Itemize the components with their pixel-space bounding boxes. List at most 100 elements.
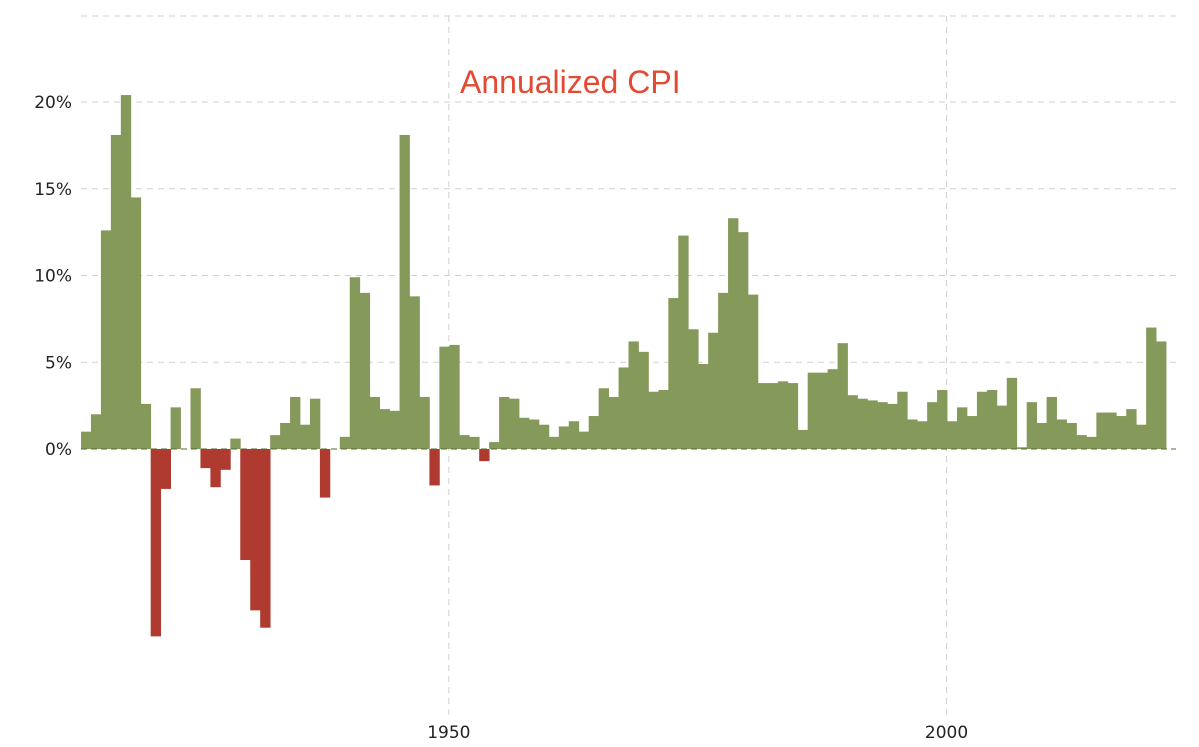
bar-positive	[777, 381, 789, 449]
bars	[81, 95, 1167, 637]
bar-negative	[150, 449, 162, 637]
bar-positive	[100, 230, 112, 449]
bar-positive	[81, 431, 92, 449]
bar-positive	[419, 396, 430, 449]
bar-positive	[608, 396, 619, 449]
bar-positive	[1156, 341, 1167, 449]
bar-positive	[837, 343, 848, 449]
bar-positive	[558, 426, 570, 449]
bar-positive	[787, 383, 799, 449]
bar-positive	[130, 197, 142, 449]
bar-positive	[638, 351, 649, 449]
bar-positive	[887, 403, 898, 449]
bar-positive	[1046, 396, 1057, 449]
bar-positive	[738, 232, 749, 449]
bar-positive	[1106, 412, 1117, 449]
bar-negative	[479, 449, 490, 462]
bar-positive	[996, 405, 1008, 450]
bar-positive	[1136, 424, 1147, 449]
bar-positive	[110, 134, 122, 449]
bar-negative	[250, 449, 261, 611]
bar-positive	[628, 341, 639, 449]
bar-positive	[439, 346, 450, 449]
bar-positive	[797, 429, 809, 450]
x-tick-label: 1950	[427, 723, 470, 743]
bar-positive	[728, 218, 739, 449]
bar-positive	[499, 396, 510, 449]
bar-positive	[1116, 416, 1127, 449]
bar-positive	[538, 424, 550, 449]
bar-positive	[827, 369, 838, 449]
bar-positive	[976, 391, 988, 450]
bar-positive	[847, 395, 858, 449]
bar-positive	[290, 396, 301, 449]
bar-negative	[220, 449, 231, 470]
bar-positive	[90, 414, 102, 449]
bar-positive	[1056, 419, 1067, 449]
bar-negative	[429, 449, 440, 486]
bar-positive	[469, 436, 480, 449]
bar-positive	[1146, 327, 1157, 449]
bar-positive	[300, 424, 311, 449]
bar-positive	[120, 95, 132, 449]
bar-positive	[877, 402, 888, 449]
y-tick-label: 5%	[45, 353, 72, 373]
bar-positive	[379, 409, 390, 450]
bar-positive	[1026, 402, 1038, 449]
axes: 20% 15% 10% 5% 0% 1950 2000	[34, 93, 1176, 743]
bar-positive	[937, 390, 948, 449]
bar-positive	[190, 388, 201, 449]
y-tick-label: 10%	[34, 267, 72, 287]
bar-positive	[359, 292, 371, 449]
bar-positive	[588, 416, 600, 449]
bar-positive	[688, 329, 699, 449]
bar-positive	[1066, 422, 1077, 450]
bar-positive	[528, 419, 540, 449]
bar-positive	[459, 435, 470, 449]
y-tick-label: 0%	[45, 440, 72, 460]
bar-positive	[698, 363, 709, 450]
bar-positive	[927, 402, 938, 449]
bar-positive	[817, 372, 828, 449]
bar-positive	[767, 383, 779, 449]
y-tick-label: 20%	[34, 93, 72, 113]
bar-positive	[349, 277, 361, 450]
bar-positive	[449, 344, 460, 449]
bar-positive	[867, 400, 878, 449]
bar-positive	[947, 421, 958, 449]
bar-positive	[966, 416, 978, 449]
bar-negative	[260, 449, 271, 628]
bar-negative	[160, 449, 171, 489]
bar-positive	[757, 383, 769, 449]
bar-positive	[389, 410, 400, 449]
bar-positive	[708, 332, 719, 449]
bar-positive	[718, 292, 729, 449]
bar-positive	[807, 372, 819, 449]
bar-positive	[170, 407, 181, 449]
bar-negative	[319, 449, 331, 498]
bar-positive	[917, 421, 928, 449]
bar-positive	[489, 442, 500, 449]
bar-positive	[897, 391, 908, 450]
bar-positive	[857, 398, 868, 450]
chart-title: Annualized CPI	[460, 64, 681, 100]
bar-positive	[339, 436, 351, 449]
x-tick-label: 2000	[925, 723, 968, 743]
bar-positive	[957, 407, 968, 449]
bar-negative	[240, 449, 251, 561]
bar-positive	[1126, 409, 1137, 450]
bar-positive	[658, 390, 669, 449]
bar-positive	[270, 435, 281, 449]
bar-positive	[578, 431, 590, 449]
bar-positive	[140, 403, 152, 449]
bar-positive	[309, 398, 321, 450]
bar-positive	[986, 390, 998, 449]
bar-positive	[548, 436, 560, 449]
bar-positive	[1036, 422, 1047, 450]
bar-positive	[399, 134, 410, 449]
y-tick-label: 15%	[34, 180, 72, 200]
bar-positive	[230, 438, 241, 449]
bar-positive	[1016, 447, 1028, 449]
bar-positive	[648, 391, 659, 450]
bar-positive	[369, 396, 381, 449]
